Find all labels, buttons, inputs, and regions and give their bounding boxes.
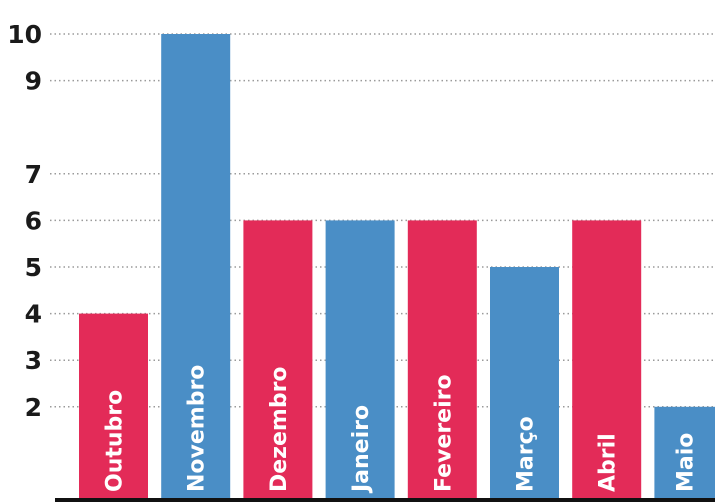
bar-março (490, 267, 559, 500)
bar-maio (654, 406, 715, 500)
y-tick-label-5: 5 (25, 253, 42, 282)
bar-abril (572, 220, 642, 500)
bar-label-novembro: Novembro (185, 365, 210, 492)
bars (79, 34, 715, 500)
bar-novembro (161, 34, 231, 500)
bar-label-outubro: Outubro (103, 390, 128, 492)
bar-label-abril: Abril (596, 433, 621, 492)
bar-label-janeiro: Janeiro (349, 405, 374, 494)
bar-label-março: Março (514, 416, 539, 492)
y-tick-label-4: 4 (25, 300, 42, 329)
bar-label-maio: Maio (674, 433, 699, 492)
y-tick-label-7: 7 (25, 160, 42, 189)
y-tick-label-2: 2 (25, 393, 42, 422)
bar-label-fevereiro: Fevereiro (431, 374, 456, 492)
bar-janeiro (325, 220, 395, 500)
y-tick-label-9: 9 (25, 67, 42, 96)
bar-labels: Outubro Novembro Dezembro Janeiro Fevereiro M… (103, 365, 699, 494)
bar-dezembro (243, 220, 313, 500)
bar-fevereiro (407, 220, 477, 500)
y-tick-label-6: 6 (25, 206, 42, 235)
bar-label-dezembro: Dezembro (267, 366, 292, 492)
y-tick-label-3: 3 (25, 346, 42, 375)
y-tick-labels: 2 3 4 5 6 7 9 10 (7, 20, 42, 422)
bar-outubro (79, 313, 148, 500)
y-tick-label-10: 10 (7, 20, 42, 49)
